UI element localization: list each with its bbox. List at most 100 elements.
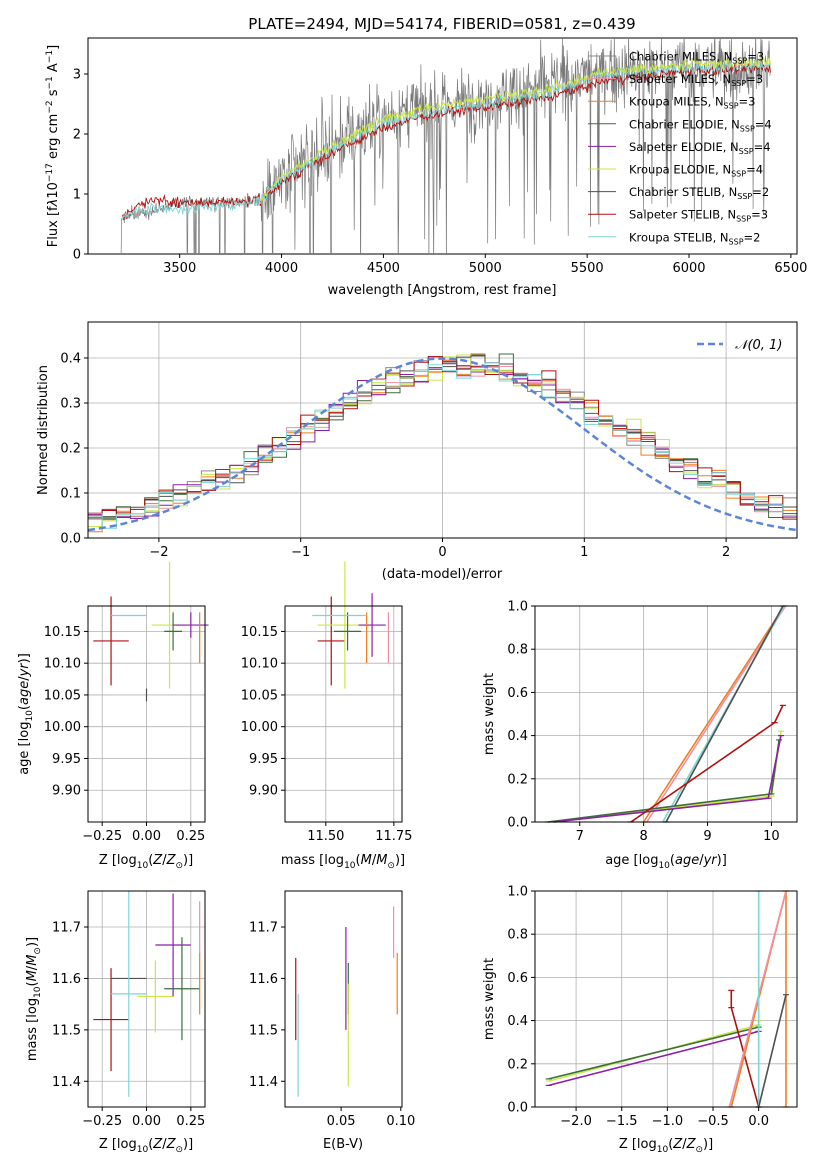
p8-plot-y-tick-label: 1.0 [507,885,528,900]
legend-label-kroupa_stelib: Kroupa STELIB, NSSP=2 [629,230,760,246]
p8-plot-x-tick-label: −0.5 [697,1114,729,1129]
p8-plot-y-tick-label: 0.2 [507,1057,528,1072]
p6-plot-x-tick-label: 0.25 [176,1114,205,1129]
p8-plot-y-tick-label: 0.0 [507,1101,528,1116]
mass-vs-z-plot-area: −0.25 0.00 0.25 11.4 11.5 11.6 11.7 [52,891,205,1129]
spectrum-y-ticks: 0 1 2 3 [73,68,88,263]
mass-vs-ebv-plot-area: 0.05 0.10 11.4 11.5 11.6 11.7 [249,906,415,1129]
spectrum-data-line [120,38,771,254]
mass-weight-vs-z-x-label: Z [log10(Z/Z⊙)] [619,1137,713,1155]
p3-plot-x-tick-label: −0.25 [82,829,122,844]
p4-plot-y-tick-label: 10.10 [241,657,278,672]
normal-curve [87,357,798,532]
legend-label-eq: =3 [751,208,768,222]
legend-label-eq: =2 [752,185,769,199]
p8-plot-x-tick-label: −2.0 [560,1114,592,1129]
mass-weight-vs-age-panel: 7 8 9 10 0.0 0.2 0.4 0.6 0.8 1.0 age [log10(age/y… [482,600,798,871]
spectrum-model-salpeter_stelib [122,61,771,221]
spectrum-y-tick-label: 1 [73,188,81,203]
p3-plot-y-tick-label: 9.95 [52,752,81,767]
legend-label-name: Kroupa ELODIE, N [629,163,731,177]
legend-label-name: Salpeter STELIB, N [629,208,736,222]
age-vs-z-y-label: age [log10(age/yr)] [17,653,35,775]
spectrum-y-tick-label: 2 [73,128,81,143]
p6-plot-y-tick-label: 11.5 [52,1023,81,1038]
legend-label-eq: =4 [755,117,772,131]
p7-plot-y-tick-label: 11.4 [249,1075,278,1090]
legend-label-chabrier_miles: Chabrier MILES, NSSP=3 [629,50,764,66]
spectrum-y-tick-label: 0 [73,248,81,263]
p5-plot-y-tick-label: 0.8 [507,643,528,658]
mass-vs-z-panel: −0.25 0.00 0.25 11.4 11.5 11.6 11.7 Z [log10(Z… [25,890,206,1155]
legend-label-sub: SSP [740,124,755,133]
p5-plot-y-tick-label: 0.6 [507,686,528,701]
legend-label-salpeter_stelib: Salpeter STELIB, NSSP=3 [629,208,768,224]
legend-label-sub: SSP [731,170,746,179]
legend-label-name: Salpeter MILES, N [629,72,731,86]
mass-weight-line-salpeter_elodie [548,1030,759,1087]
p3-plot-y-tick-label: 10.05 [44,688,81,703]
mass-weight-vs-age-y-label: mass weight [482,673,497,755]
p7-plot-y-tick-label: 11.7 [249,921,278,936]
p5-plot-y-tick-label: 0.0 [507,816,528,831]
mass-vs-z-x-label: Z [log10(Z/Z⊙)] [99,1137,193,1155]
p8-plot-x-tick-label: 0.0 [748,1114,769,1129]
legend-label-sub: SSP [729,237,744,246]
mass-weight-vs-age-plot-area: 7 8 9 10 0.0 0.2 0.4 0.6 0.8 1.0 [507,600,797,844]
mass-weight-vs-age-x-label: age [log10(age/yr)] [605,853,727,871]
legend-label-name: Chabrier ELODIE, N [629,117,740,131]
p4-plot-y-tick-label: 10.00 [241,720,278,735]
p6-plot-y-tick-label: 11.7 [52,921,81,936]
legend-label-sub: SSP [736,215,751,224]
mass-vs-z-frame [87,890,206,1108]
mass-vs-ebv-x-label: E(B-V) [323,1137,363,1152]
legend-label-name: Kroupa STELIB, N [629,230,729,244]
histogram-x-tick-label: 2 [722,545,730,560]
age-vs-z-panel: −0.25 0.00 0.25 9.90 9.95 10.00 10.05 10.10 10.1… [17,561,209,871]
spectrum-x-ticks: 3500 4000 4500 5000 5500 6000 6500 [163,254,807,276]
histogram-legend: 𝒩(0, 1) [697,338,782,353]
legend-label-sub: SSP [732,57,747,66]
p6-plot-y-tick-label: 11.4 [52,1075,81,1090]
mass-weight-vs-z-panel: −2.0 −1.5 −1.0 −0.5 0.0 0.0 0.2 0.4 0.6 0.8 1.0 Z … [482,885,798,1155]
legend-label-eq: =3 [739,95,756,109]
histogram-ticks: −2 −1 0 1 2 0.0 0.1 0.2 0.3 0.4 [60,352,730,561]
histogram-y-tick-label: 0.1 [60,487,81,502]
age-vs-z-frame [87,605,206,823]
mass-weight-vs-z-plot-area: −2.0 −1.5 −1.0 −0.5 0.0 0.0 0.2 0.4 0.6 0.8 1.0 [507,885,797,1129]
histogram-y-label: Normed distribution [36,365,51,495]
histogram-y-tick-label: 0.4 [60,352,81,367]
p7-plot-x-tick-label: 0.10 [386,1114,415,1129]
spectrum-x-tick-label: 5000 [469,261,502,276]
p3-plot-y-tick-label: 9.90 [52,784,81,799]
legend-label-eq: =2 [744,230,761,244]
mass-vs-ebv-panel: 0.05 0.10 11.4 11.5 11.6 11.7 E(B-V) [249,890,415,1152]
age-vs-mass-plot-area: 11.50 11.75 9.90 9.95 10.00 10.05 10.10 10.15 [241,561,412,844]
p5-plot-y-tick-label: 1.0 [507,600,528,615]
spectrum-x-tick-label: 6500 [774,261,807,276]
histogram-y-tick-label: 0.0 [60,532,81,547]
p3-plot-x-tick-label: 0.00 [132,829,161,844]
legend-label-sub: SSP [737,192,752,201]
spectrum-panel: 3500 4000 4500 5000 5500 6000 6500 0 1 2 3 Chabri… [45,37,807,298]
legend-label-eq: =4 [746,163,763,177]
p8-plot-y-tick-label: 0.4 [507,1014,528,1029]
p8-plot-y-tick-label: 0.8 [507,928,528,943]
p4-plot-y-tick-label: 9.90 [249,784,278,799]
mass-weight-line-kroupa_elodie [548,1020,760,1082]
figure-title: PLATE=2494, MJD=54174, FIBERID=0581, z=0… [248,15,635,33]
legend-label-sub: SSP [731,79,746,88]
mass-vs-z-y-label: mass [log10(M/M⊙)] [25,937,43,1061]
p3-plot-x-tick-label: 0.25 [176,829,205,844]
age-vs-mass-x-label: mass [log10(M/M⊙)] [281,853,405,871]
legend-label-eq: =3 [746,72,763,86]
spectrum-frame [87,37,798,255]
spectrum-model-kroupa_elodie [260,55,771,203]
p8-plot-x-tick-label: −1.0 [652,1114,684,1129]
p5-plot-x-tick-label: 8 [639,829,647,844]
legend-label-name: Salpeter ELODIE, N [629,140,739,154]
p3-plot-y-tick-label: 10.15 [44,625,81,640]
spectrum-x-label: wavelength [Angstrom, rest frame] [328,283,557,298]
legend-label-sub: SSP [739,147,754,156]
